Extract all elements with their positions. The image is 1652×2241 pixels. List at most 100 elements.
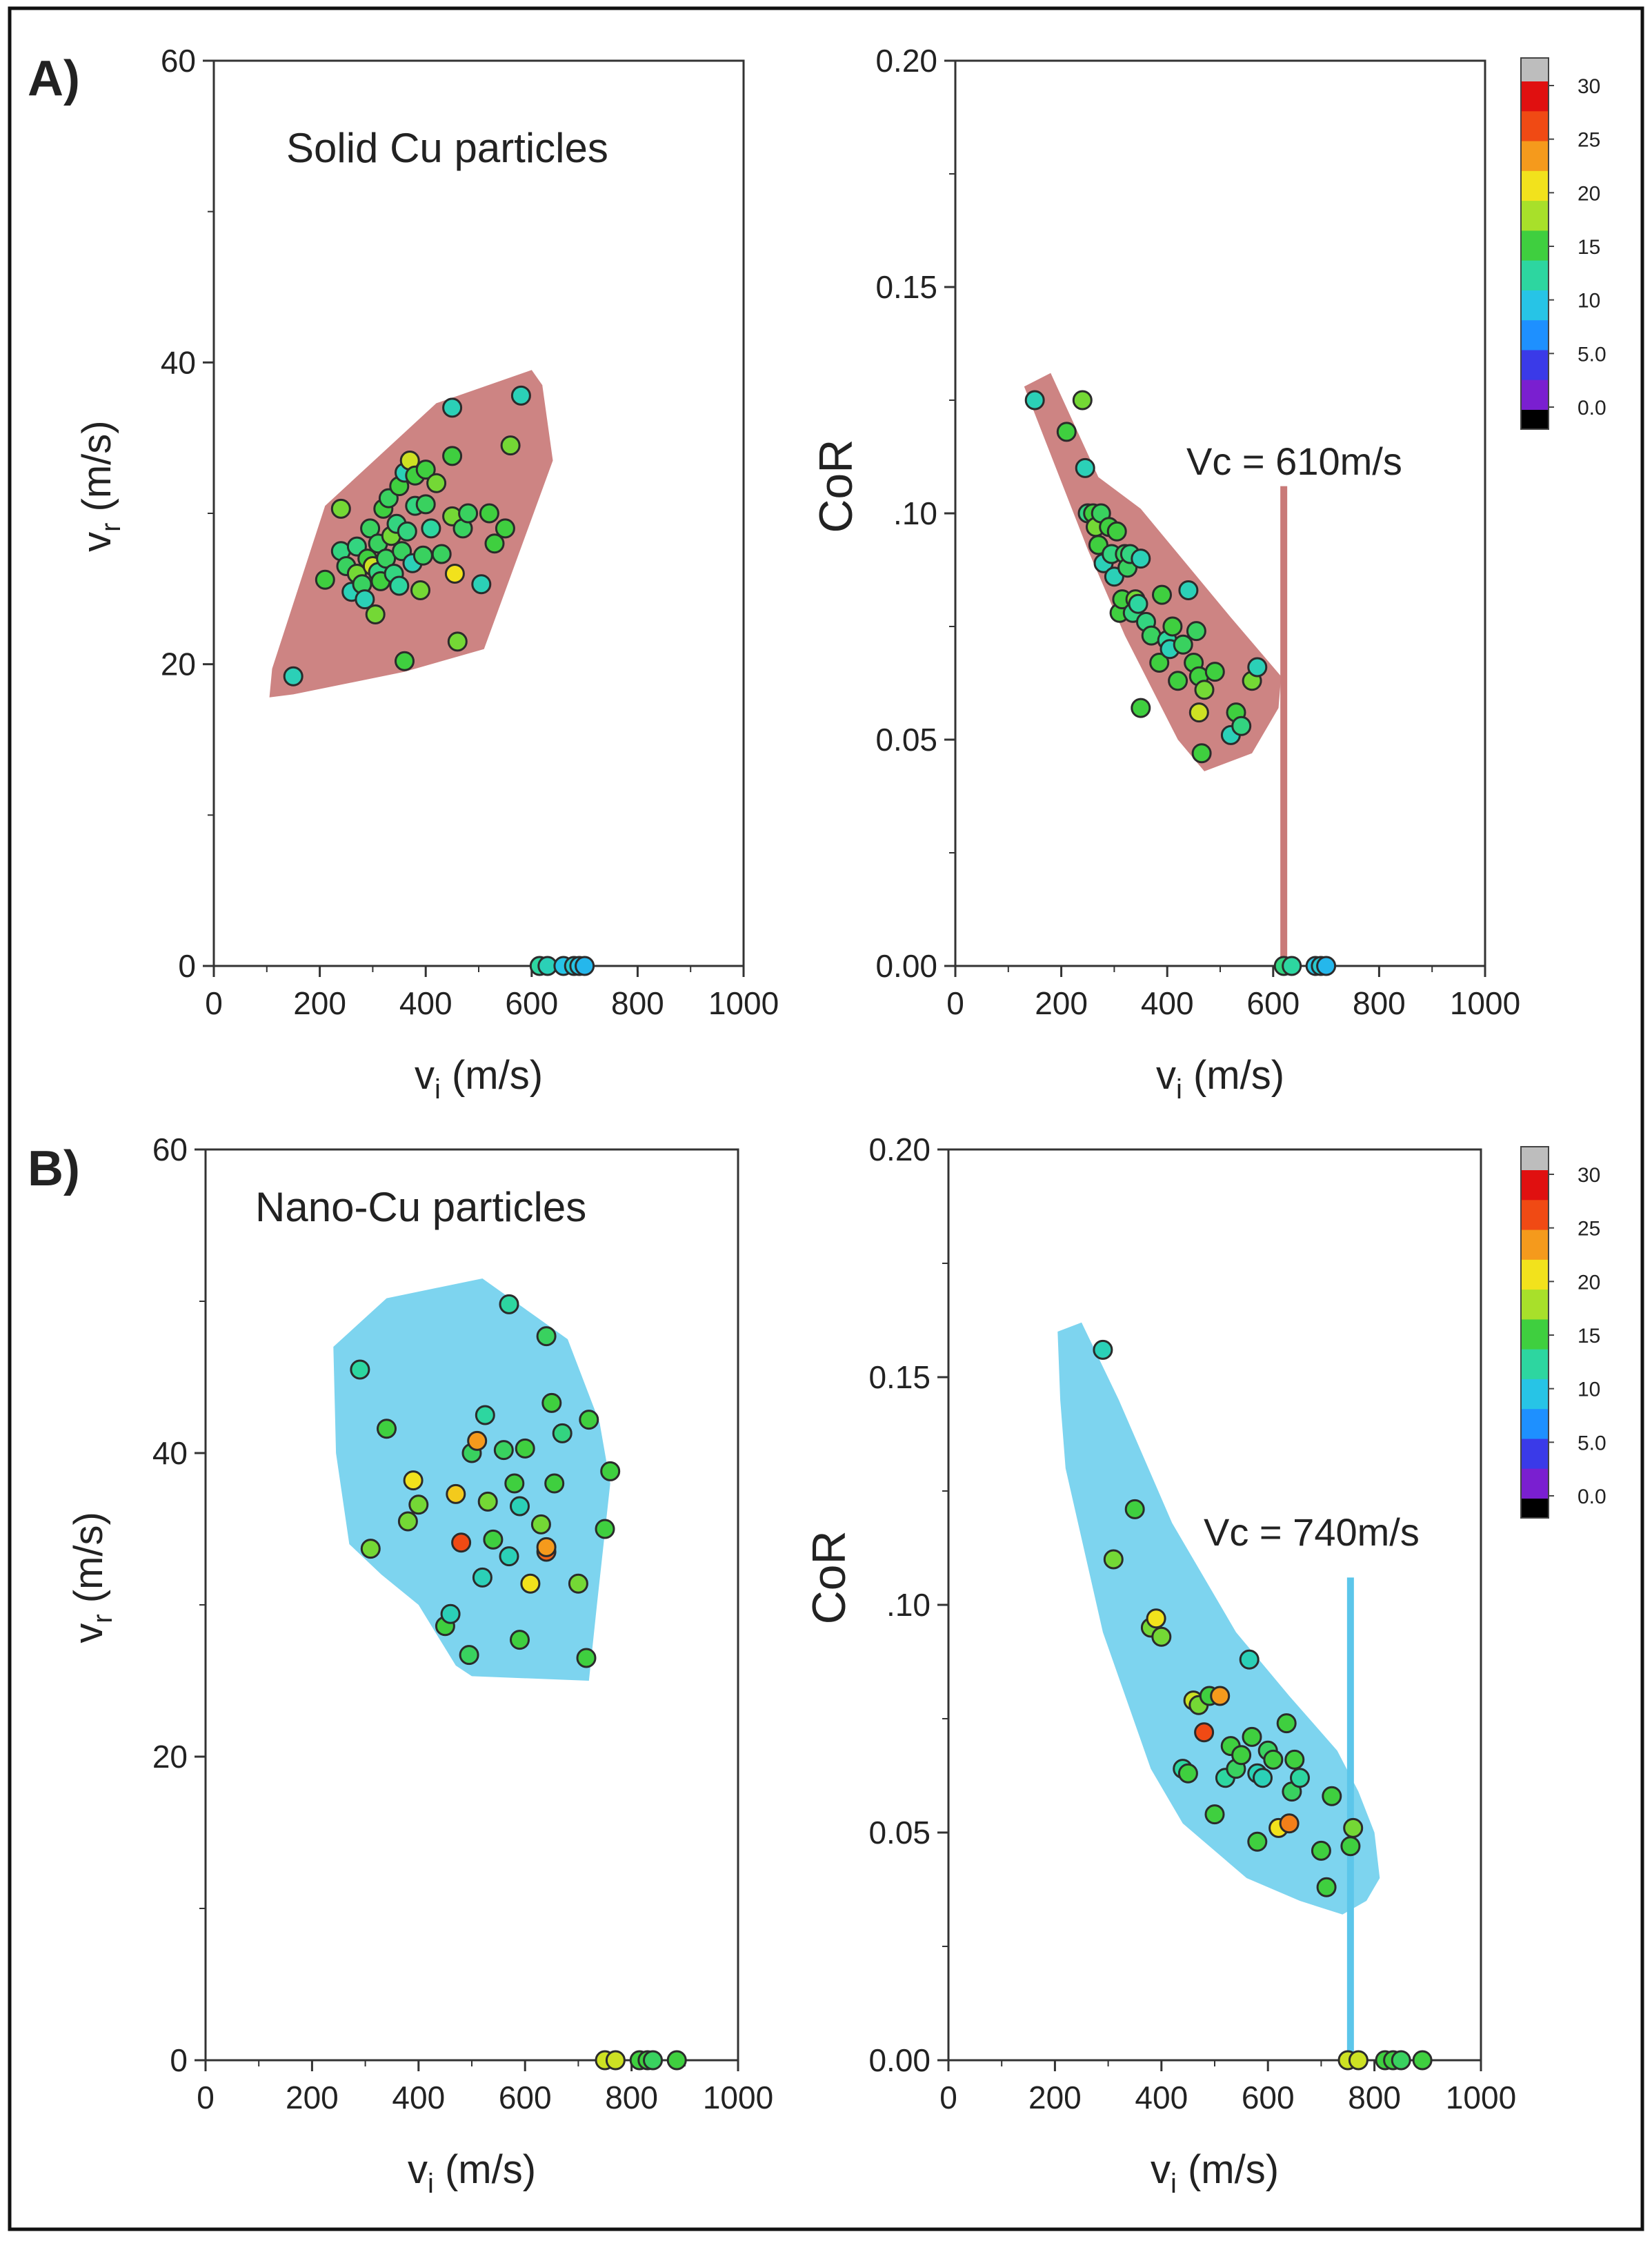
data-point: [1391, 2050, 1411, 2071]
data-point: [446, 1483, 466, 1504]
colorbar-segment: [1521, 1259, 1549, 1290]
x-tick-label: 400: [399, 985, 452, 1021]
y-tick-label: 0.00: [868, 2042, 931, 2078]
data-point: [536, 1326, 557, 1347]
data-point: [1247, 657, 1268, 678]
data-point: [479, 503, 499, 524]
colorbar-segment: [1521, 1349, 1549, 1380]
data-point: [451, 1532, 472, 1553]
x-tick-label: 200: [286, 2080, 339, 2115]
data-point: [1282, 956, 1302, 976]
colorbar-tick-label: 20: [1578, 1271, 1600, 1294]
colorbar-tick-label: 10: [1578, 290, 1600, 313]
y-tick-label: 0.15: [868, 1359, 931, 1395]
data-point: [1242, 1726, 1262, 1747]
data-point: [1340, 1836, 1361, 1857]
colorbar-tick-label: 5.0: [1578, 1432, 1606, 1454]
colorbar-segment: [1521, 111, 1549, 142]
y-tick-label: 60: [152, 1132, 188, 1167]
data-point: [1239, 1649, 1260, 1670]
colorbar-2: 30 25 20 15 10 5.0 0.0: [1520, 1146, 1606, 1519]
x-tick-label: 1000: [703, 2080, 773, 2115]
data-point: [397, 521, 417, 542]
x-tick-label: 600: [499, 2080, 552, 2115]
data-point: [552, 1423, 573, 1443]
x-tick-label: 200: [293, 985, 346, 1021]
y-tick-label: 0: [170, 2042, 188, 2078]
y-tick-label: 0.20: [875, 43, 937, 79]
data-point: [495, 518, 515, 539]
data-point: [475, 1405, 495, 1425]
data-point: [1168, 671, 1188, 691]
y-axis-label: CoR: [810, 440, 862, 533]
data-point: [1075, 457, 1095, 478]
colorbar-segment: [1521, 170, 1549, 201]
data-point: [1173, 634, 1193, 655]
data-point: [389, 575, 410, 596]
data-point: [408, 1494, 429, 1515]
data-point: [541, 1392, 562, 1413]
data-point: [1124, 1499, 1145, 1519]
plot-frame: [954, 59, 1486, 967]
colorbar-tick-label: 25: [1578, 1218, 1600, 1241]
data-point: [1322, 1786, 1342, 1806]
y-tick-label: .10: [893, 495, 937, 531]
data-point: [1231, 1745, 1252, 1766]
y-tick-label: 0.20: [868, 1132, 931, 1167]
data-point: [360, 1539, 381, 1559]
colorbar-segment: [1521, 1319, 1549, 1350]
x-tick-label: 600: [1242, 2080, 1295, 2115]
colorbar-segment: [1521, 320, 1549, 351]
data-point: [1290, 1768, 1310, 1788]
data-point: [1106, 521, 1127, 542]
colorbar-underflow-swatch: [1521, 1499, 1549, 1518]
data-point: [504, 1473, 525, 1494]
x-tick-label: 0: [205, 985, 223, 1021]
data-point: [1348, 2050, 1369, 2071]
y-tick-label: 0.05: [875, 722, 937, 758]
data-point: [1279, 1813, 1300, 1834]
colorbar-segment: [1521, 290, 1549, 321]
data-point: [1210, 1686, 1231, 1706]
x-tick-label: 1000: [1446, 2080, 1516, 2115]
data-points: [283, 385, 595, 976]
data-point: [1024, 390, 1045, 411]
data-point: [1316, 956, 1337, 976]
data-point: [1151, 1626, 1172, 1647]
data-points: [350, 1294, 687, 2071]
x-axis-label: vi (m/s): [1151, 2147, 1279, 2199]
panel-label-b: B): [28, 1141, 80, 1196]
data-point: [1343, 1817, 1364, 1838]
data-point: [600, 1461, 621, 1481]
data-point: [442, 446, 463, 466]
data-point: [1131, 698, 1151, 718]
data-point: [415, 494, 436, 515]
data-point: [376, 549, 397, 569]
y-axis-label: CoR: [803, 1530, 855, 1624]
y-tick-label: 20: [161, 646, 196, 682]
colorbar-segment: [1521, 141, 1549, 172]
x-tick-label: 0: [939, 2080, 957, 2115]
data-point: [330, 498, 351, 519]
y-tick-label: 0.05: [868, 1815, 931, 1850]
x-axis-label: vi (m/s): [408, 2147, 536, 2199]
data-point: [536, 1537, 557, 1557]
colorbar-segment: [1521, 260, 1549, 291]
data-point: [459, 1645, 479, 1666]
x-tick-label: 800: [1348, 2080, 1401, 2115]
data-points: [1024, 390, 1337, 976]
data-region: [1057, 1322, 1380, 1915]
y-tick-label: 0.00: [875, 948, 937, 984]
data-point: [1194, 680, 1215, 700]
data-point: [410, 580, 430, 600]
data-point: [472, 1567, 492, 1588]
colorbar-tick-label: 30: [1578, 1164, 1600, 1187]
colorbar-segment: [1521, 201, 1549, 231]
data-point: [520, 1573, 541, 1594]
data-point: [595, 1519, 615, 1539]
y-tick-label: 60: [161, 43, 196, 79]
data-point: [643, 2050, 663, 2071]
chart-annotation: Vc = 740m/s: [1204, 1510, 1420, 1554]
